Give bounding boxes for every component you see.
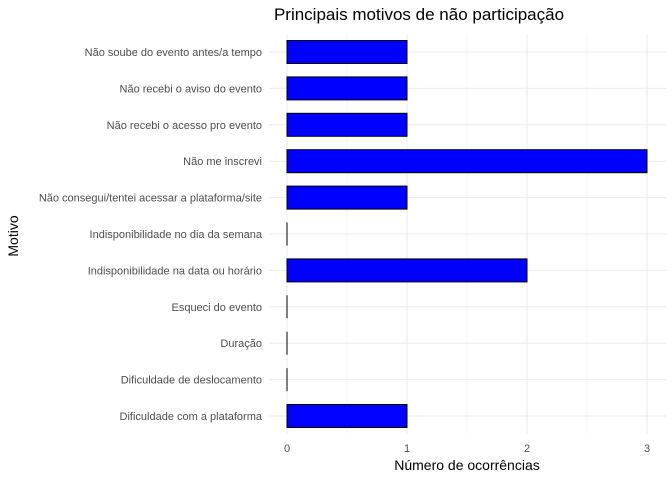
bar xyxy=(286,185,408,210)
bars xyxy=(286,40,648,428)
y-axis-title: Motivo xyxy=(5,215,21,256)
y-tick-label: Indisponibilidade no dia da semana xyxy=(90,229,263,241)
y-tick-label: Não recebi o aviso do evento xyxy=(120,83,262,95)
y-tick-label: Indisponibilidade na data ou horário xyxy=(88,265,262,277)
y-tick-label: Dificuldade de deslocamento xyxy=(121,375,262,387)
x-tick-labels: 0 1 2 3 xyxy=(284,443,650,455)
x-axis-title: Número de ocorrências xyxy=(394,457,540,473)
x-tick-label: 2 xyxy=(524,443,530,455)
y-tick-labels: Não soube do evento antes/a tempo Não rec… xyxy=(39,47,263,423)
bar xyxy=(286,76,408,101)
y-tick-label: Não consegui/tentei acessar a plataforma… xyxy=(39,193,262,205)
y-tick-label: Duração xyxy=(220,338,262,350)
x-tick-label: 1 xyxy=(404,443,410,455)
chart-title: Principais motivos de não participação xyxy=(274,5,564,24)
y-tick-label: Esqueci do evento xyxy=(171,302,262,314)
bar xyxy=(286,258,528,283)
y-tick-label: Não recebi o acesso pro evento xyxy=(107,120,262,132)
y-tick-label: Não me inscrevi xyxy=(183,156,262,168)
bar xyxy=(286,149,648,174)
x-tick-label: 0 xyxy=(284,443,290,455)
y-tick-label: Dificuldade com a plataforma xyxy=(120,411,263,423)
bar xyxy=(286,112,408,137)
y-tick-label: Não soube do evento antes/a tempo xyxy=(85,47,262,59)
bar xyxy=(286,40,408,64)
bar xyxy=(286,404,408,428)
x-tick-label: 3 xyxy=(644,443,650,455)
